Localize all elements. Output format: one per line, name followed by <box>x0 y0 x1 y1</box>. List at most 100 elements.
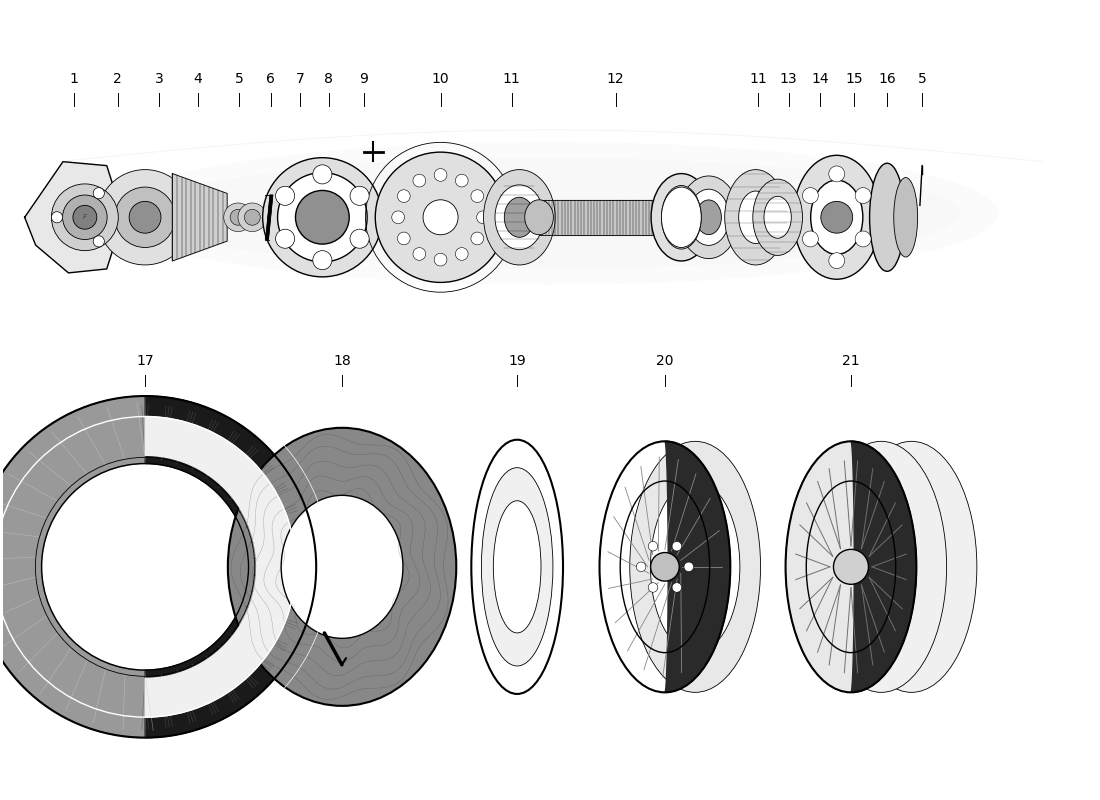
Polygon shape <box>265 195 268 239</box>
Polygon shape <box>145 396 316 738</box>
Text: 21: 21 <box>843 354 860 368</box>
Ellipse shape <box>493 202 525 233</box>
Text: 9: 9 <box>360 72 368 86</box>
Ellipse shape <box>495 185 543 250</box>
Ellipse shape <box>471 232 484 245</box>
Polygon shape <box>0 396 145 738</box>
Text: 5: 5 <box>917 72 926 86</box>
Ellipse shape <box>434 169 447 182</box>
Ellipse shape <box>811 180 862 254</box>
Ellipse shape <box>455 247 469 260</box>
Ellipse shape <box>94 188 104 198</box>
Ellipse shape <box>672 582 682 592</box>
Ellipse shape <box>140 158 960 269</box>
Ellipse shape <box>424 200 458 234</box>
Text: 16: 16 <box>878 72 896 86</box>
Ellipse shape <box>846 442 977 692</box>
Ellipse shape <box>696 200 722 234</box>
Text: 3: 3 <box>155 72 164 86</box>
Text: 11: 11 <box>503 72 520 86</box>
Ellipse shape <box>52 212 63 223</box>
Text: 2: 2 <box>113 72 122 86</box>
Text: crossdiamo: crossdiamo <box>333 511 438 543</box>
Ellipse shape <box>230 210 246 226</box>
Polygon shape <box>24 162 123 273</box>
Ellipse shape <box>412 174 426 187</box>
Ellipse shape <box>752 179 803 255</box>
Ellipse shape <box>63 195 107 239</box>
Polygon shape <box>539 200 681 234</box>
Ellipse shape <box>296 190 349 244</box>
Ellipse shape <box>504 198 535 238</box>
Text: 13: 13 <box>780 72 798 86</box>
Ellipse shape <box>816 442 947 692</box>
Ellipse shape <box>821 202 852 233</box>
Ellipse shape <box>828 166 845 182</box>
Ellipse shape <box>350 229 370 248</box>
Ellipse shape <box>312 250 332 270</box>
Ellipse shape <box>276 229 295 248</box>
Text: 5: 5 <box>234 72 243 86</box>
Text: 12: 12 <box>607 72 625 86</box>
Ellipse shape <box>94 236 104 247</box>
Text: 6: 6 <box>266 72 275 86</box>
Ellipse shape <box>223 203 252 231</box>
Ellipse shape <box>244 210 261 226</box>
Polygon shape <box>173 174 227 261</box>
Polygon shape <box>145 417 296 717</box>
Text: 7: 7 <box>296 72 305 86</box>
Ellipse shape <box>739 191 773 243</box>
Ellipse shape <box>802 188 818 203</box>
Ellipse shape <box>276 186 295 206</box>
Text: 4: 4 <box>194 72 202 86</box>
Text: crossdiamo: crossdiamo <box>333 209 438 242</box>
Ellipse shape <box>661 187 701 247</box>
Ellipse shape <box>725 170 786 265</box>
Polygon shape <box>503 200 508 234</box>
Ellipse shape <box>855 231 871 247</box>
Text: 14: 14 <box>812 72 829 86</box>
Ellipse shape <box>455 174 469 187</box>
Ellipse shape <box>651 174 712 261</box>
Text: 19: 19 <box>508 354 526 368</box>
Ellipse shape <box>282 495 403 638</box>
Text: 20: 20 <box>657 354 673 368</box>
Ellipse shape <box>392 211 405 224</box>
Ellipse shape <box>397 232 410 245</box>
Ellipse shape <box>482 468 553 666</box>
Text: 18: 18 <box>333 354 351 368</box>
Ellipse shape <box>476 211 490 224</box>
Polygon shape <box>851 442 916 692</box>
Ellipse shape <box>679 176 739 258</box>
Text: 1: 1 <box>69 72 78 86</box>
Text: 10: 10 <box>431 72 450 86</box>
Ellipse shape <box>785 442 916 692</box>
Ellipse shape <box>397 190 410 202</box>
Ellipse shape <box>855 188 871 203</box>
Ellipse shape <box>52 184 119 250</box>
Ellipse shape <box>228 428 456 706</box>
Ellipse shape <box>764 196 791 238</box>
Ellipse shape <box>870 163 904 271</box>
Text: 8: 8 <box>324 72 333 86</box>
Ellipse shape <box>793 155 880 279</box>
Ellipse shape <box>412 247 426 260</box>
Ellipse shape <box>684 562 694 571</box>
Ellipse shape <box>689 189 729 246</box>
Text: 11: 11 <box>749 72 767 86</box>
Polygon shape <box>664 442 730 692</box>
Ellipse shape <box>650 481 740 653</box>
Ellipse shape <box>648 542 658 551</box>
Ellipse shape <box>471 190 484 202</box>
Ellipse shape <box>312 165 332 184</box>
Ellipse shape <box>129 202 161 233</box>
Ellipse shape <box>648 582 658 592</box>
Ellipse shape <box>350 186 370 206</box>
Text: 15: 15 <box>846 72 864 86</box>
Ellipse shape <box>238 203 266 231</box>
Ellipse shape <box>661 186 701 249</box>
Ellipse shape <box>525 200 553 234</box>
Ellipse shape <box>101 142 999 285</box>
Ellipse shape <box>828 253 845 269</box>
Ellipse shape <box>434 254 447 266</box>
